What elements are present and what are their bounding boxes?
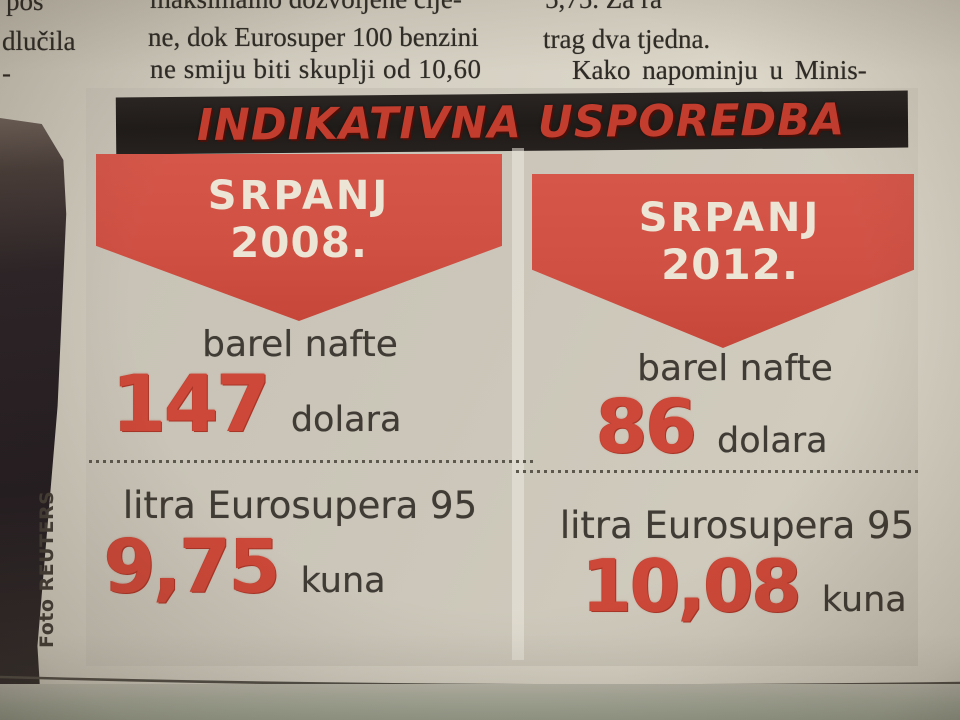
fuel-unit-2008: kuna [300,561,386,601]
photo-credit: Foto REUTERS [36,490,58,648]
value-row-oil-2008: 147 dolara [112,366,401,444]
article-right-cutline: 5,75. Za ra [545,0,662,15]
label-eurosuper-2008: litra Eurosupera 95 [122,484,478,527]
article-right-line-2: Kako napominju u Minis- [572,55,867,85]
article-fragment-topleft: pos [6,0,44,16]
ribbon-2008: SRPANJ 2008. [96,154,502,321]
oil-unit-2012: dolara [716,421,828,461]
label-barel-nafte-2008: barel nafte [202,324,398,365]
infographic-box: INDIKATIVNA USPOREDBA SRPANJ 2008. barel… [86,88,918,666]
ribbon-2012: SRPANJ 2012. [532,174,914,348]
infographic-title-banner: INDIKATIVNA USPOREDBA [115,90,909,155]
ribbon-2008-period: SRPANJ [207,173,391,219]
value-row-oil-2012: 86 dolara [596,390,828,464]
ribbon-2012-year: 2012. [661,239,799,289]
bottom-page-area [0,684,960,720]
value-row-fuel-2008: 9,75 kuna [104,530,386,604]
article-middle-line-1: ne, dok Eurosuper 100 benzini [148,22,479,52]
dotted-divider-2012 [516,470,918,473]
label-barel-nafte-2012: barel nafte [637,348,833,389]
oil-unit-2008: dolara [290,400,402,440]
panel-divider [512,148,524,660]
dotted-divider-2008 [86,460,536,463]
label-eurosuper-2012: litra Eurosupera 95 [559,504,915,547]
fuel-unit-2012: kuna [821,580,907,620]
infographic-title: INDIKATIVNA USPOREDBA [196,94,846,151]
article-fragment-mark: - [2,58,11,88]
article-fragment-left: dlučila [2,26,76,56]
article-middle-cutline: maksimalno dozvoljene cije- [150,0,462,15]
panel-srpanj-2012: SRPANJ 2012. barel nafte 86 dolara litra… [516,152,918,666]
fuel-price-2008: 9,75 [104,524,281,610]
fuel-price-2012: 10,08 [582,544,802,628]
panel-srpanj-2008: SRPANJ 2008. barel nafte 147 dolara litr… [86,152,536,666]
value-row-fuel-2012: 10,08 kuna [582,550,907,622]
ribbon-2008-year: 2008. [230,217,368,267]
oil-price-2008: 147 [112,360,271,450]
article-middle-line-2: ne smiju biti skuplji od 10,60 [150,54,482,84]
article-right-line-1: trag dva tjedna. [543,24,711,54]
ribbon-2012-period: SRPANJ [638,195,822,241]
oil-price-2012: 86 [596,384,697,470]
